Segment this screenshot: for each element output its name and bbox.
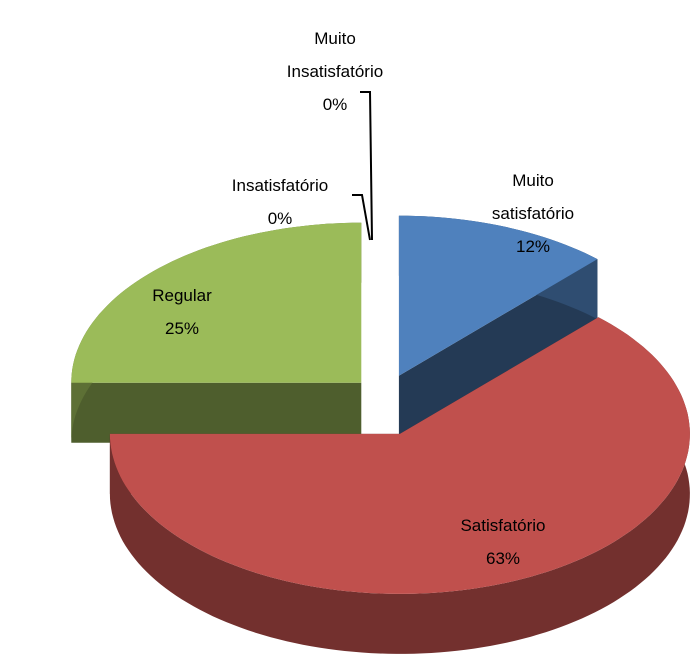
value-label: 25% xyxy=(165,319,199,338)
leader-line xyxy=(352,194,371,241)
labels: Muito satisfatório 12% Satisfatório 63% Regul… xyxy=(152,29,574,568)
pie xyxy=(71,215,690,654)
slice-top xyxy=(71,222,362,383)
data-label: Insatisfatório 0% xyxy=(232,176,328,228)
category-label: Muito Insatisfatório xyxy=(287,29,383,81)
slice-top xyxy=(109,317,690,594)
slice xyxy=(109,317,690,654)
value-label: 0% xyxy=(323,95,348,114)
category-label: Muito satisfatório xyxy=(492,171,574,223)
value-label: 63% xyxy=(486,549,520,568)
slice-cut-face xyxy=(71,382,362,443)
category-label: Insatisfatório xyxy=(232,176,328,195)
category-label: Satisfatório xyxy=(460,516,545,535)
category-label-line: Muito xyxy=(512,171,554,190)
slice xyxy=(71,222,362,443)
data-label: Satisfatório 63% xyxy=(460,516,545,568)
slice xyxy=(398,215,598,436)
data-label: Muito satisfatório 12% xyxy=(492,171,574,256)
category-label-line: Insatisfatório xyxy=(287,62,383,81)
slice-cut-face xyxy=(398,259,598,436)
category-label-line: Muito xyxy=(314,29,356,48)
slice-top xyxy=(398,215,598,376)
category-label: Regular xyxy=(152,286,212,305)
category-label-line: satisfatório xyxy=(492,204,574,223)
value-label: 12% xyxy=(516,237,550,256)
value-label: 0% xyxy=(268,209,293,228)
data-label: Muito Insatisfatório 0% xyxy=(287,29,383,114)
data-label: Regular 25% xyxy=(152,286,212,338)
leader-line xyxy=(360,91,373,241)
